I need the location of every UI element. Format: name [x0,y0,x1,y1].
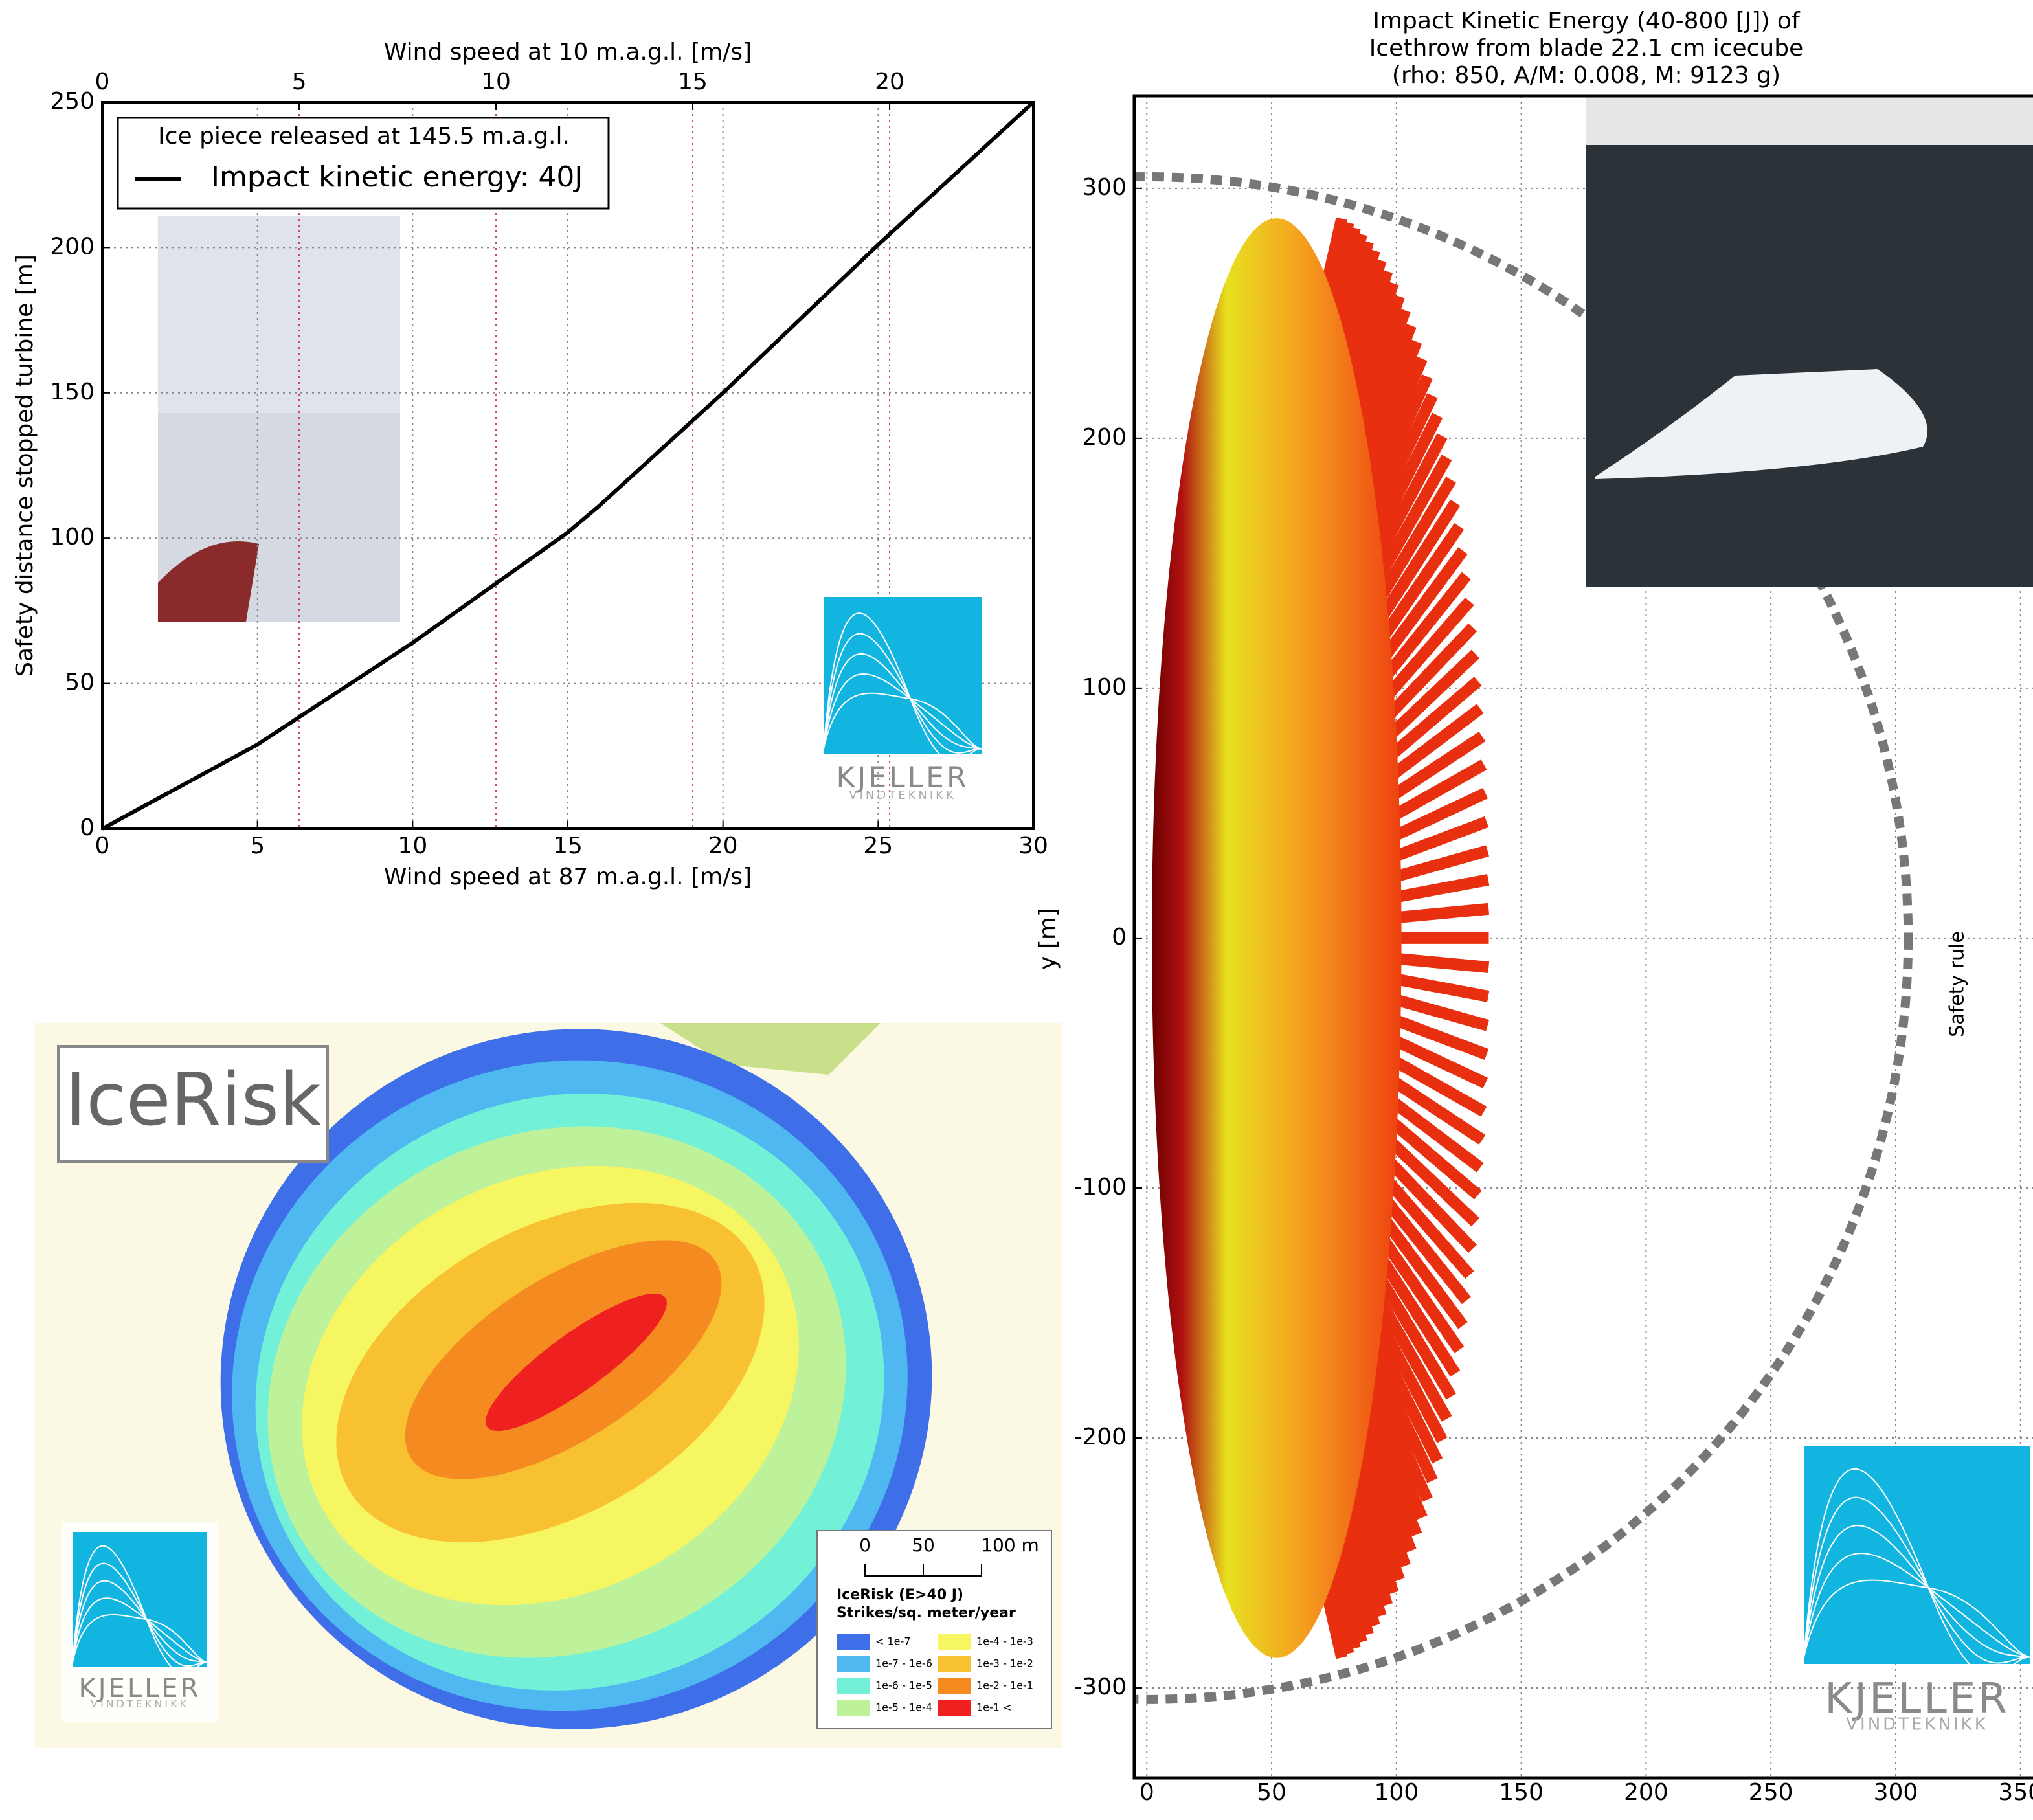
legend-swatch [837,1634,870,1650]
y-tick-label: 300 [1082,174,1127,201]
x-tick-label: 200 [1624,1779,1668,1806]
legend-entry: 1e-1 < [976,1702,1011,1714]
page: {"chart_data": [ {"type": "line", "xlabe… [0,0,2033,1820]
x2-tick-label: 15 [678,69,708,95]
scale-label: 0 [859,1534,871,1556]
x2-tick-label: 20 [875,69,904,95]
logo-subname: VINDTEKNIKK [91,1698,189,1710]
map-legend-box [817,1531,1051,1729]
x-tick-label: 300 [1874,1779,1918,1806]
y-tick-label: -200 [1073,1424,1127,1450]
scale-label: 100 m [981,1534,1039,1556]
logo-subname: VINDTEKNIKK [1846,1715,1988,1735]
x-tick-label: 0 [95,833,110,859]
legend-entry: 1e-3 - 1e-2 [976,1657,1033,1670]
y-tick-label: -100 [1073,1174,1127,1200]
x-tick-label: 5 [250,833,265,859]
x-tick-label: 15 [553,833,583,859]
x-tick-label: 50 [1257,1779,1286,1806]
x-tick-label: 20 [708,833,738,859]
legend-title: Ice piece released at 145.5 m.a.g.l. [158,123,570,150]
y-tick-label: 250 [50,88,95,115]
logo-square [73,1532,207,1667]
x-tick-label: 350 [1998,1779,2033,1806]
x2-tick-label: 10 [481,69,511,95]
y-tick-label: 100 [50,524,95,550]
y-tick-label: 0 [1112,924,1127,950]
x-tick-label: 30 [1018,833,1048,859]
safety-label: Safety rule [1946,931,1969,1037]
chart-title: Impact Kinetic Energy (40-800 [J]) of [1373,8,1801,34]
trajectory-fan [1152,218,1402,1658]
legend-swatch [938,1678,971,1694]
x-tick-label: 25 [863,833,893,859]
y-tick-label: 200 [1082,424,1127,451]
y-tick-label: 0 [80,815,95,841]
photo-roof [1586,93,2033,145]
legend-entry: < 1e-7 [875,1635,910,1648]
x-tick-label: 250 [1749,1779,1793,1806]
scale-label: 50 [912,1534,935,1556]
y-tick-label: 150 [50,379,95,405]
legend-entry: Impact kinetic energy: 40J [211,161,583,194]
legend-entry: 1e-7 - 1e-6 [875,1657,932,1670]
x-tick-label: 10 [398,833,427,859]
legend-swatch [938,1634,971,1650]
y-tick-label: 100 [1082,674,1127,701]
map-title: IceRisk [65,1058,321,1142]
photo [158,216,400,413]
x-tick-label: 0 [1140,1779,1154,1806]
x2-tick-label: 0 [95,69,110,95]
legend-entry: 1e-2 - 1e-1 [976,1680,1033,1692]
legend-entry: 1e-6 - 1e-5 [875,1680,932,1692]
x-axis-label: Wind speed at 87 m.a.g.l. [m/s] [384,864,752,890]
map-legend-title: IceRisk (E>40 J) [837,1587,963,1603]
x2-tick-label: 5 [292,69,307,95]
x-tick-label: 100 [1374,1779,1419,1806]
photo [1586,93,2033,587]
x-tick-label: 150 [1499,1779,1544,1806]
map-legend-subtitle: Strikes/sq. meter/year [837,1605,1016,1621]
legend-entry: 1e-4 - 1e-3 [976,1635,1033,1648]
legend-entry: 1e-5 - 1e-4 [875,1702,932,1714]
logo-subname: VINDTEKNIKK [849,789,956,802]
x2-axis-label: Wind speed at 10 m.a.g.l. [m/s] [384,39,752,65]
legend-swatch [837,1656,870,1672]
legend-swatch [938,1700,971,1716]
composite: IceRisk IceRisk (E>40 J) Strikes/sq. met… [0,0,2033,1820]
legend-swatch [837,1700,870,1716]
y-tick-label: 200 [50,233,95,260]
y-tick-label: 50 [65,669,95,696]
chart-title: (rho: 850, A/M: 0.008, M: 9123 g) [1392,62,1780,89]
logo-square [1804,1446,2030,1664]
y-tick-label: -300 [1073,1674,1127,1700]
legend-swatch [938,1656,971,1672]
y-axis-label: Safety distance stopped turbine [m] [12,254,38,677]
logo-square [824,597,982,754]
y-axis-label: y [m] [1035,908,1061,970]
chart-title: Icethrow from blade 22.1 cm icecube [1369,35,1803,62]
legend-swatch [837,1678,870,1694]
